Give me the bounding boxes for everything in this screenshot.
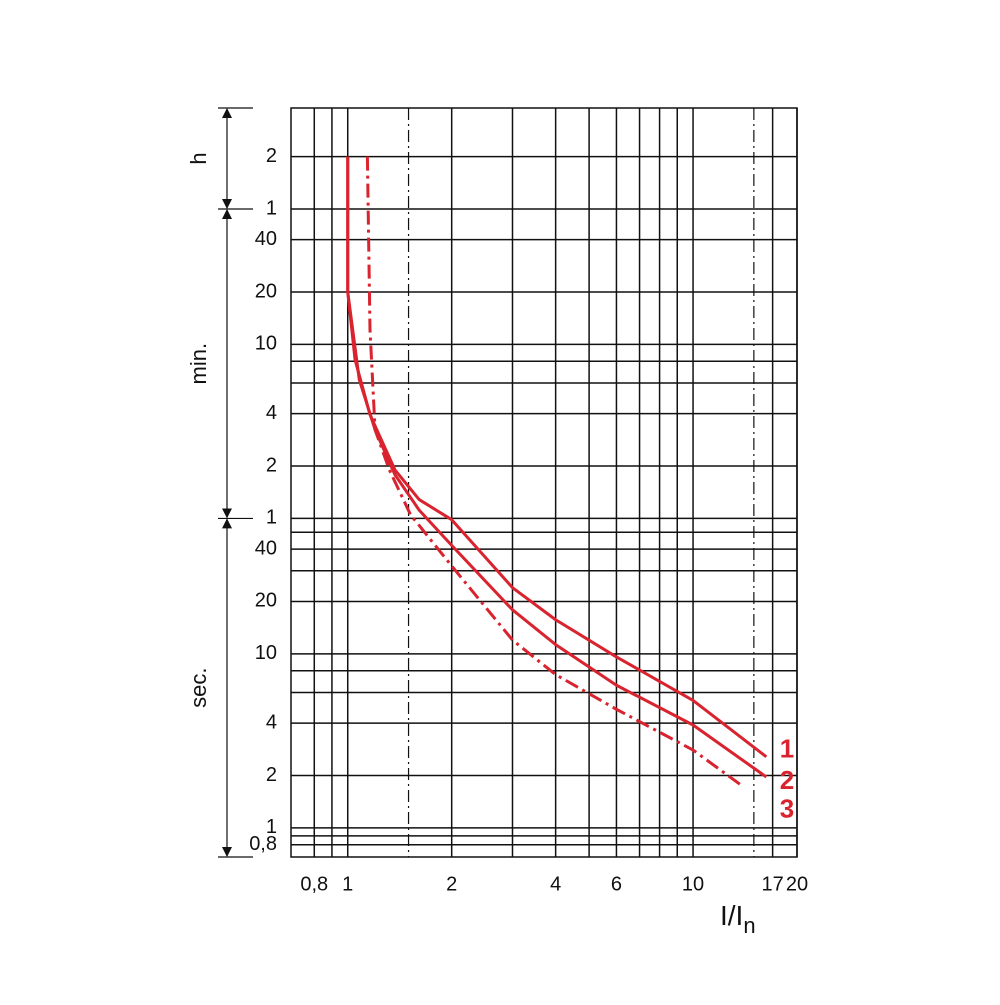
- y-tick-label: 20: [255, 590, 277, 612]
- y-tick-label: 10: [255, 642, 277, 664]
- y-tick-label: 1: [266, 507, 277, 529]
- x-tick-label: 20: [786, 873, 808, 895]
- curve: [346, 156, 768, 779]
- y-tick-label: 1: [266, 816, 277, 838]
- y-tick-label: 40: [255, 537, 277, 559]
- x-tick-label: 2: [446, 873, 457, 895]
- x-axis-label: I/In: [720, 900, 756, 937]
- y-tick-label: 4: [266, 402, 277, 424]
- y-tick-label: 40: [255, 228, 277, 250]
- curve-label: 1: [780, 734, 794, 764]
- y-tick-label: 10: [255, 333, 277, 355]
- curve: [365, 156, 745, 789]
- y-tick-label: 20: [255, 280, 277, 302]
- y-tick-label: 2: [266, 145, 277, 167]
- x-axis-label-sub: n: [743, 913, 755, 938]
- x-tick-label: 1: [342, 873, 353, 895]
- y-tick-label: 1: [266, 197, 277, 219]
- x-axis-label-main: I/I: [720, 900, 743, 931]
- curve: [346, 156, 768, 759]
- x-tick-label: 10: [682, 873, 704, 895]
- y-tick-label: 2: [266, 454, 277, 476]
- curve-label: 2: [780, 765, 794, 795]
- x-tick-label: 17: [762, 873, 784, 895]
- unit-label: sec.: [186, 668, 211, 708]
- curve-label: 3: [780, 794, 794, 824]
- unit-label: h: [186, 152, 211, 164]
- x-tick-label: 4: [550, 873, 561, 895]
- x-tick-label: 6: [611, 873, 622, 895]
- y-tick-label: 2: [266, 764, 277, 786]
- unit-label: min.: [186, 343, 211, 385]
- y-tick-label: 0,8: [249, 833, 277, 855]
- y-tick-label: 4: [266, 711, 277, 733]
- x-tick-label: 0,8: [300, 873, 328, 895]
